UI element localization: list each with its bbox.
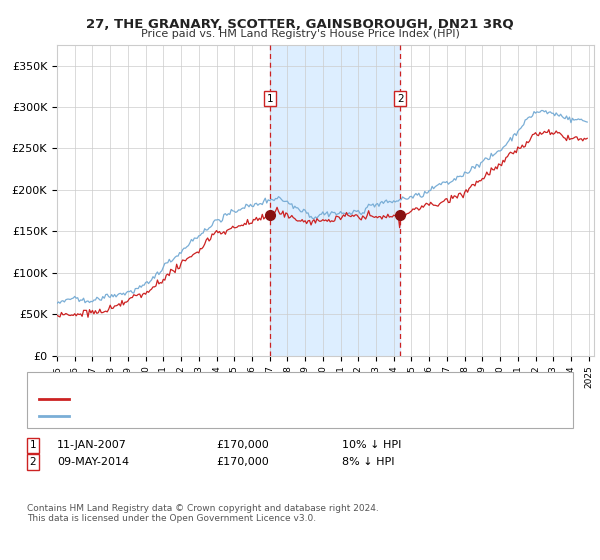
Text: Contains HM Land Registry data © Crown copyright and database right 2024.
This d: Contains HM Land Registry data © Crown c… xyxy=(27,504,379,524)
Text: 8% ↓ HPI: 8% ↓ HPI xyxy=(342,457,395,467)
Text: 1: 1 xyxy=(29,440,37,450)
Text: Price paid vs. HM Land Registry's House Price Index (HPI): Price paid vs. HM Land Registry's House … xyxy=(140,29,460,39)
Text: 11-JAN-2007: 11-JAN-2007 xyxy=(57,440,127,450)
Text: 27, THE GRANARY, SCOTTER, GAINSBOROUGH, DN21 3RQ (detached house): 27, THE GRANARY, SCOTTER, GAINSBOROUGH, … xyxy=(75,394,472,404)
Bar xyxy=(270,45,400,356)
Text: £170,000: £170,000 xyxy=(216,457,269,467)
Text: HPI: Average price, detached house, West Lindsey: HPI: Average price, detached house, West… xyxy=(75,410,337,421)
Text: £170,000: £170,000 xyxy=(216,440,269,450)
Text: 10% ↓ HPI: 10% ↓ HPI xyxy=(342,440,401,450)
Text: 2: 2 xyxy=(397,94,404,104)
Text: 2: 2 xyxy=(29,457,37,467)
Text: 27, THE GRANARY, SCOTTER, GAINSBOROUGH, DN21 3RQ: 27, THE GRANARY, SCOTTER, GAINSBOROUGH, … xyxy=(86,18,514,31)
Text: 1: 1 xyxy=(267,94,274,104)
Text: 09-MAY-2014: 09-MAY-2014 xyxy=(57,457,129,467)
